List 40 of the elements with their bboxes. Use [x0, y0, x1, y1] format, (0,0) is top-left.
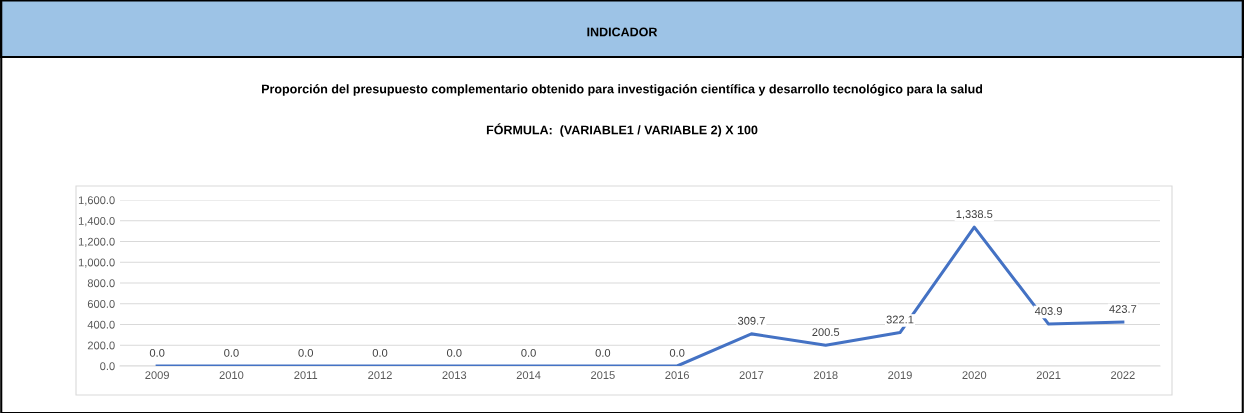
y-tick-label: 400.0 [87, 320, 115, 329]
y-tick-label: 800.0 [87, 279, 115, 288]
x-tick-label: 2017 [739, 371, 764, 380]
y-tick-label: 1,200.0 [78, 237, 115, 247]
data-label: 0.0 [669, 348, 685, 357]
text: FÓRMULA: (VARIABLE1 / VARIABLE 2) X 100 [486, 123, 758, 137]
x-tick-label: 2013 [442, 371, 467, 380]
x-tick-label: 2018 [813, 371, 838, 380]
x-tick-label: 2014 [516, 371, 541, 380]
y-tick-label: 1,600.0 [78, 196, 115, 206]
data-label: 0.0 [447, 348, 462, 357]
x-tick-label: 2019 [888, 371, 912, 380]
x-tick-label: 2009 [145, 371, 169, 380]
x-tick-label: 2022 [1111, 371, 1135, 380]
data-label: 322.1 [886, 315, 914, 324]
data-label: 0.0 [298, 348, 313, 357]
chart-subtitle: Proporción del presupuesto complementario obtenido para investigación científica y desarrollo tecnológico para la salud [262, 84, 983, 96]
y-tick-label: 1,400.0 [78, 217, 115, 227]
y-tick-label: 0.0 [100, 362, 115, 371]
data-label: 0.0 [595, 348, 611, 357]
x-tick-label: 2011 [294, 371, 318, 380]
y-tick-label: 1,000.0 [78, 258, 115, 268]
data-label: 1,338.5 [956, 210, 993, 220]
data-label: 0.0 [224, 348, 239, 357]
chart-title: INDICADOR [587, 27, 658, 37]
y-tick-label: 200.0 [87, 341, 115, 350]
y-tick-label: 600.0 [87, 300, 115, 308]
data-label: 0.0 [372, 348, 388, 357]
x-tick-label: 2010 [219, 371, 244, 380]
data-label: 0.0 [149, 348, 165, 357]
x-tick-label: 2015 [591, 371, 615, 380]
data-label: 423.7 [1109, 305, 1137, 313]
data-label: 403.9 [1034, 307, 1062, 315]
data-label: 0.0 [521, 348, 536, 357]
data-label: 309.7 [737, 316, 765, 325]
x-tick-label: 2021 [1036, 371, 1061, 380]
x-tick-label: 2016 [665, 371, 690, 380]
data-label: 200.5 [812, 328, 840, 337]
x-tick-label: 2012 [368, 371, 392, 380]
x-tick-label: 2020 [962, 371, 987, 380]
